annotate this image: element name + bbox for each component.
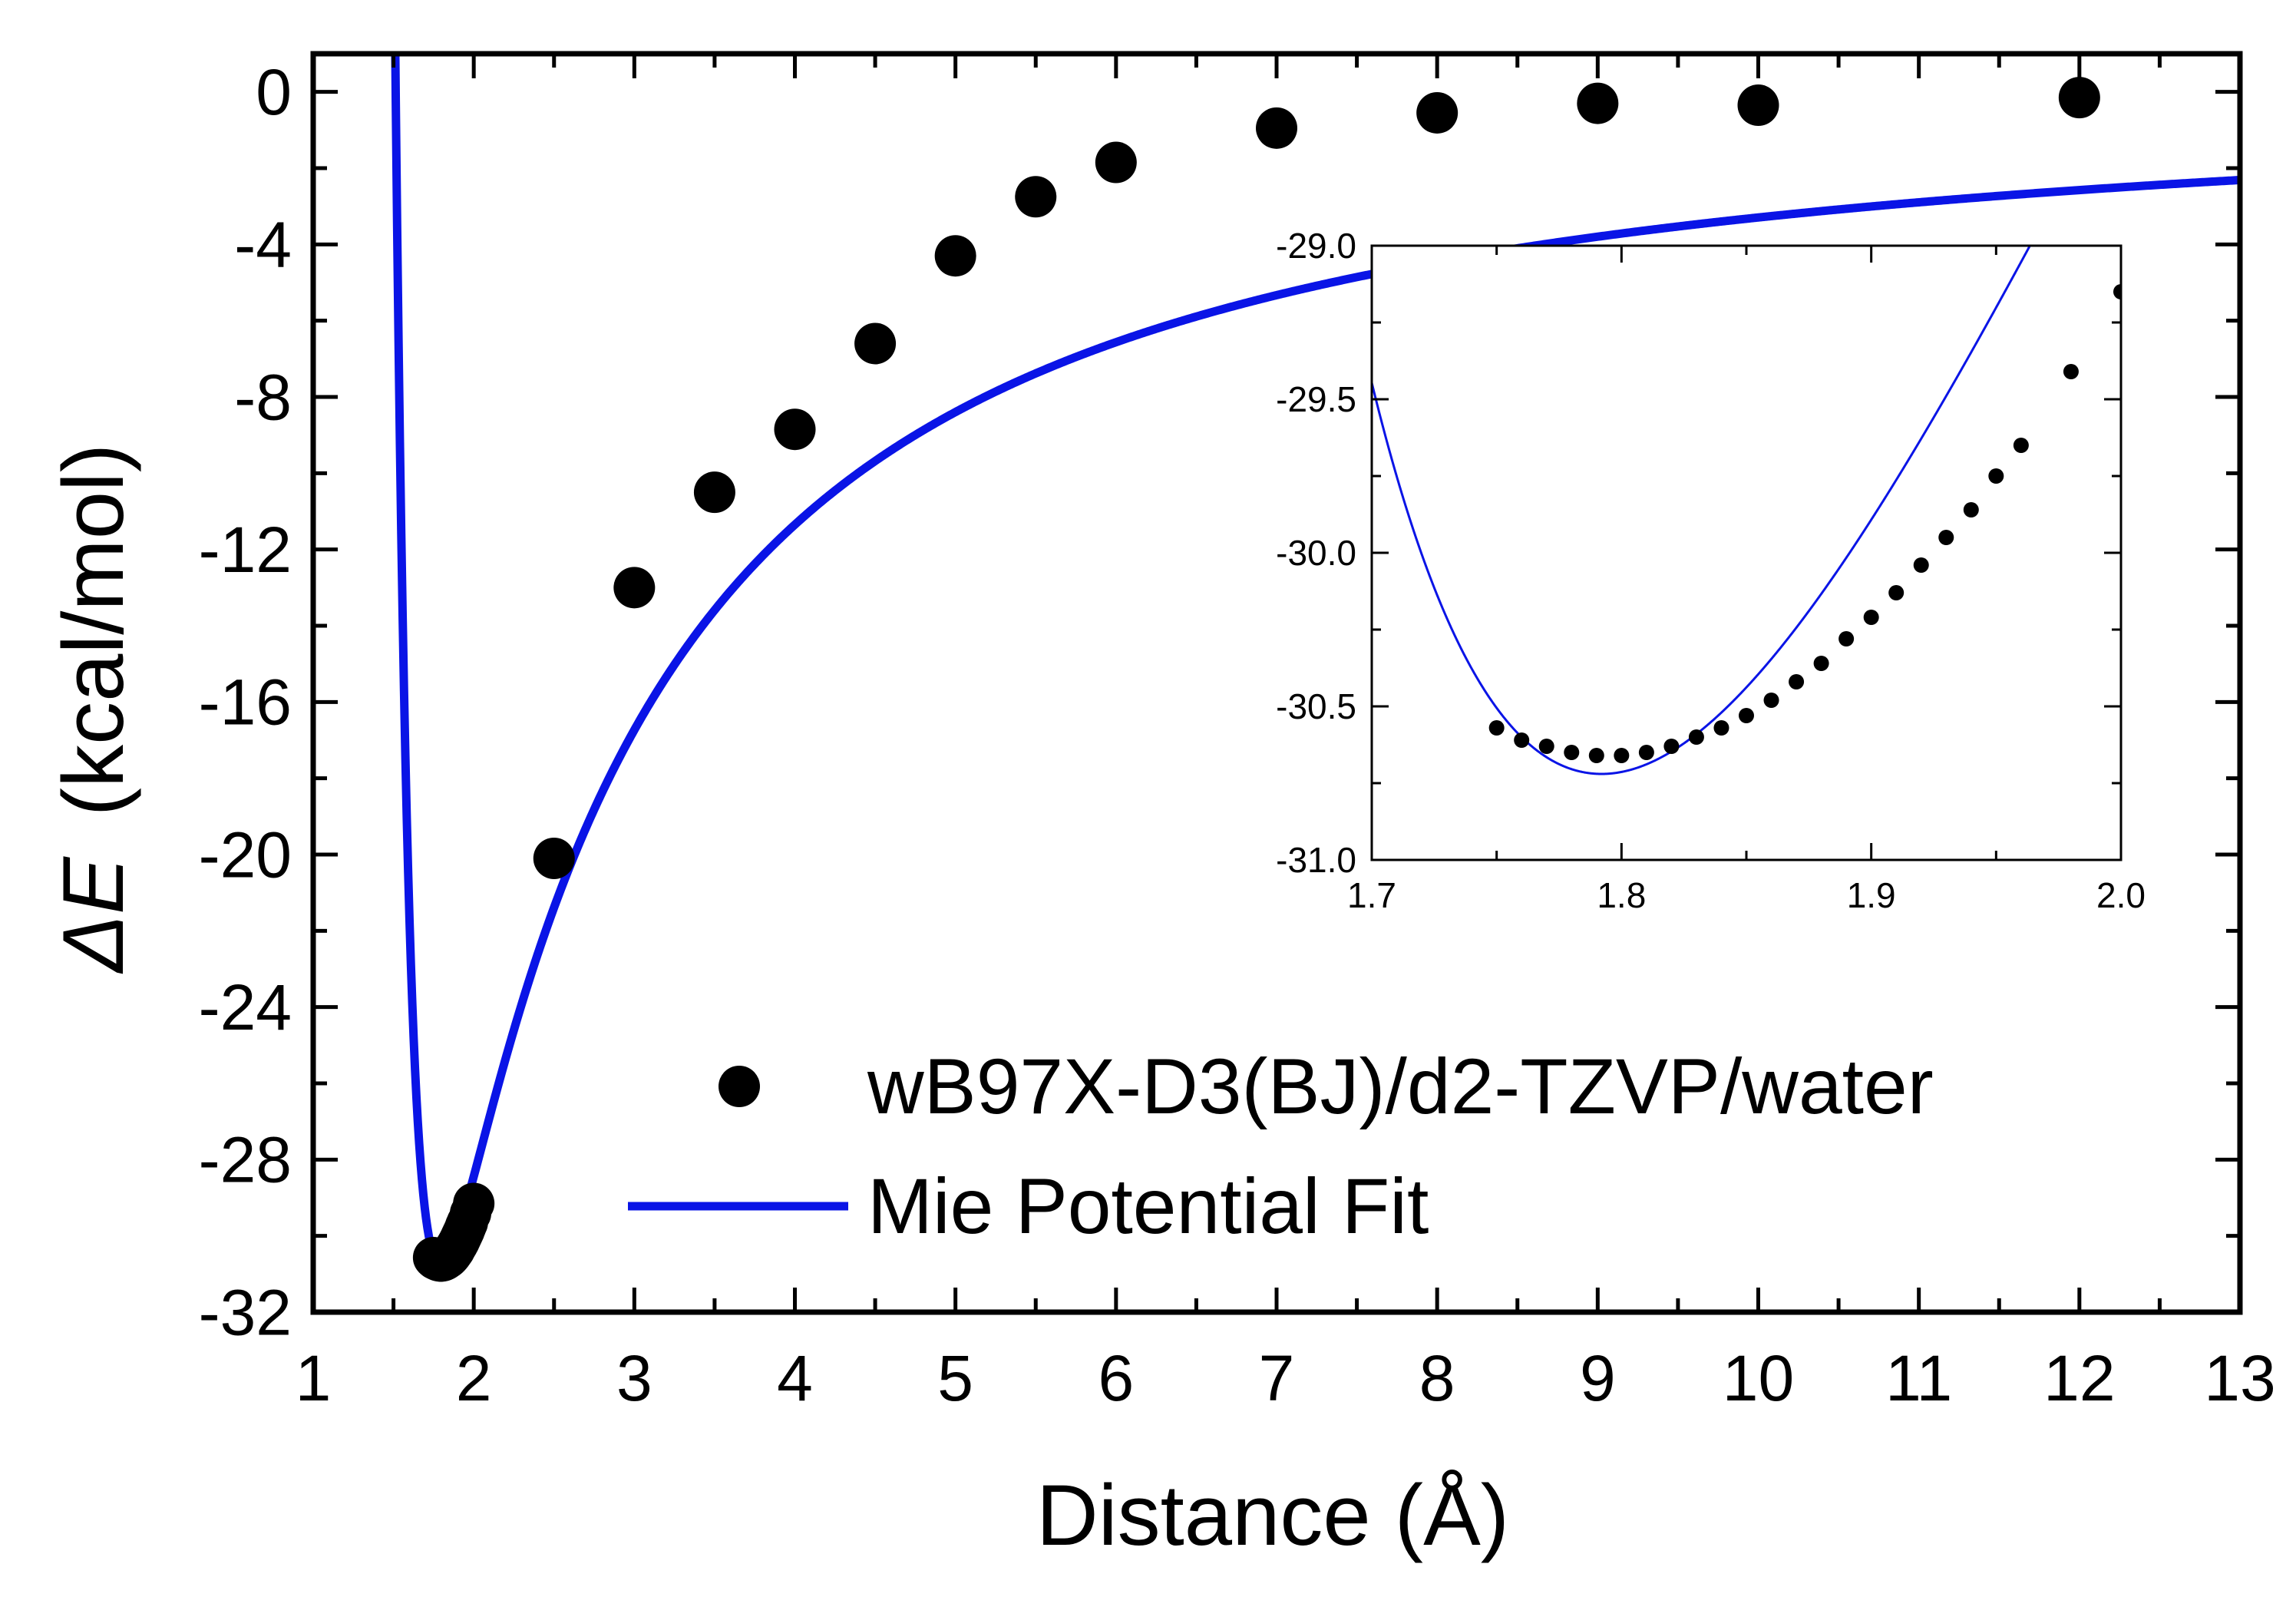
- main-y-tick-label: -32: [199, 1276, 292, 1348]
- main-x-tick-label: 9: [1580, 1342, 1616, 1414]
- inset-y-tick-label: -30.5: [1276, 686, 1356, 726]
- main-data-point: [1577, 82, 1619, 124]
- inset-data-point: [1863, 610, 1879, 625]
- main-y-tick-label: -16: [199, 666, 292, 739]
- inset-data-point: [1564, 745, 1580, 760]
- inset-data-point: [2063, 364, 2079, 379]
- main-y-tick-label: -8: [234, 361, 292, 433]
- inset-data-point: [1938, 530, 1954, 545]
- main-y-tick-label: 0: [256, 56, 292, 128]
- inset-data-point: [2013, 438, 2029, 453]
- main-x-tick-label: 2: [456, 1342, 492, 1414]
- main-data-point: [1095, 141, 1137, 184]
- main-data-point: [1737, 84, 1779, 127]
- main-x-tick-label: 4: [777, 1342, 813, 1414]
- main-data-point: [1256, 107, 1297, 149]
- main-data-point: [934, 235, 976, 277]
- legend-marker-scatter: [719, 1066, 760, 1107]
- svg-text:ΔE (kcal/mol): ΔE (kcal/mol): [45, 444, 141, 974]
- inset-data-point: [1888, 585, 1905, 600]
- inset-data-point: [1963, 502, 1979, 517]
- main-data-point: [854, 322, 897, 365]
- inset-data-point: [1838, 631, 1855, 646]
- main-data-point: [453, 1182, 495, 1225]
- main-x-tick-label: 8: [1419, 1342, 1455, 1414]
- inset-data-point: [2113, 284, 2121, 299]
- inset-data-point: [1614, 748, 1630, 763]
- main-x-tick-label: 11: [1885, 1342, 1952, 1414]
- inset-data-point: [1713, 720, 1729, 736]
- main-data-point: [1015, 176, 1057, 218]
- main-fit-line: [391, 54, 2240, 1268]
- main-x-tick-label: 12: [2043, 1342, 2115, 1414]
- main-y-tick-label: -4: [234, 209, 292, 281]
- main-data-point: [774, 408, 816, 451]
- main-x-tick-label: 13: [2204, 1342, 2275, 1414]
- main-x-tick-label: 3: [616, 1342, 652, 1414]
- inset-data-point: [1913, 557, 1929, 573]
- legend-label-fit: Mie Potential Fit: [867, 1162, 1429, 1250]
- y-axis-label-symbol: ΔE: [45, 856, 141, 974]
- inset-y-tick-label: -30.0: [1276, 533, 1356, 573]
- main-x-tick-label: 5: [937, 1342, 973, 1414]
- main-y-tick-label: -20: [199, 818, 292, 891]
- inset-x-tick-label: 1.9: [1847, 875, 1896, 915]
- y-axis-label: ΔE (kcal/mol): [45, 444, 141, 974]
- inset-y-tick-label: -31.0: [1276, 840, 1356, 880]
- main-x-tick-label: 7: [1259, 1342, 1295, 1414]
- inset-data-point: [1638, 745, 1654, 760]
- main-x-tick-label: 6: [1098, 1342, 1134, 1414]
- inset-background: [1372, 246, 2121, 860]
- inset-data-point: [1988, 468, 2004, 484]
- main-data-point: [533, 837, 575, 879]
- main-x-tick-label: 10: [1723, 1342, 1794, 1414]
- inset-fit-line: [1372, 246, 2032, 775]
- main-data-point: [1416, 91, 1459, 134]
- inset-data-point: [1813, 656, 1829, 671]
- inset-data-point: [1789, 674, 1805, 689]
- main-data-point: [693, 471, 735, 514]
- main-y-tick-label: -28: [199, 1124, 292, 1196]
- main-plot: 1 2 3 4 5 6 7 8 9 10 11 12 130-4-8-12-16-20-24-28-32: [199, 51, 2276, 1414]
- inset-y-tick-label: -29.5: [1276, 379, 1356, 419]
- legend-label-scatter: wB97X-D3(BJ)/d2-TZVP/water: [867, 1043, 1934, 1130]
- inset-data-point: [1763, 693, 1779, 708]
- main-y-tick-label: -12: [199, 514, 292, 586]
- inset-x-tick-label: 1.8: [1597, 875, 1646, 915]
- inset-data-point: [1688, 729, 1704, 745]
- main-x-tick-label: 1: [296, 1342, 332, 1414]
- inset-data-point: [1538, 739, 1554, 754]
- inset-data-point: [1739, 708, 1754, 723]
- inset-data-point: [1663, 739, 1680, 754]
- inset-y-tick-label: -29.0: [1276, 226, 1356, 266]
- inset-plot: 1.7 1.8 1.9 2.0 -29.0 -29.5 -30.0 -30.5 -31.0: [1276, 226, 2146, 915]
- main-y-tick-label: -24: [199, 971, 292, 1043]
- inset-data-point: [1588, 748, 1604, 763]
- main-data-point: [613, 567, 656, 609]
- inset-x-tick-label: 2.0: [2096, 875, 2146, 915]
- inset-data-point: [1514, 732, 1530, 748]
- y-axis-label-unit: (kcal/mol): [45, 444, 141, 816]
- inset-x-tick-label: 1.7: [1347, 875, 1396, 915]
- legend: wB97X-D3(BJ)/d2-TZVP/water Mie Potential…: [628, 1043, 1934, 1250]
- x-axis-label: Distance (Å): [1036, 1467, 1509, 1563]
- main-data-point: [2058, 77, 2100, 119]
- inset-data-point: [1488, 720, 1505, 736]
